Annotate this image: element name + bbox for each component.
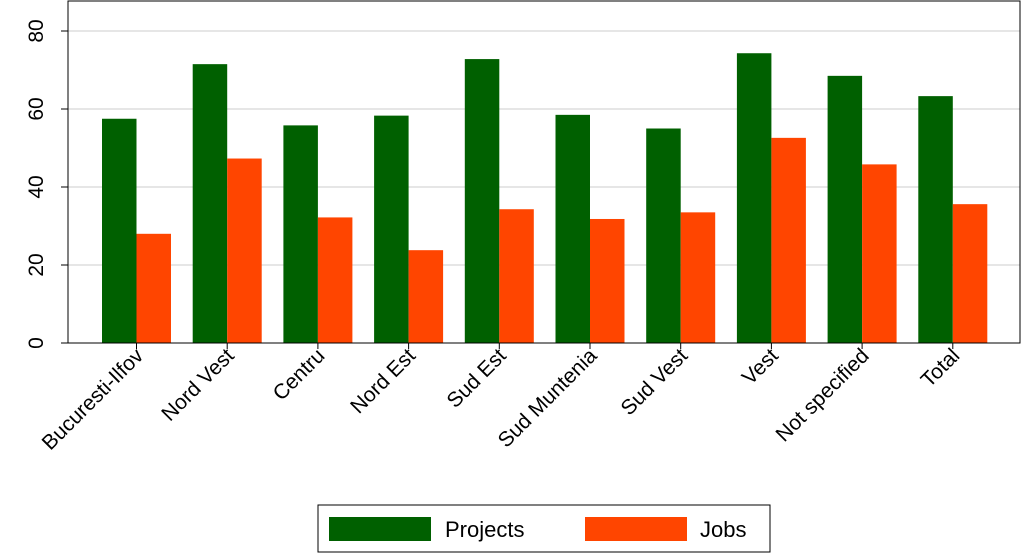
bars [102,53,988,344]
x-tick-label: Nord Est [346,344,420,418]
bar-projects [102,118,137,343]
plot-frame [67,0,1021,344]
bar-projects [192,64,228,344]
x-tick-label: Bucuresti-Ilfov [38,344,149,455]
bar-projects [918,96,953,343]
y-tick-label: 80 [25,19,48,42]
x-tick-label: Sud Est [443,344,511,412]
y-tick-label: 0 [25,337,48,349]
bar-jobs [408,250,444,343]
legend-swatch-projects [329,517,431,541]
legend: Projects Jobs [317,504,771,553]
y-tick-label: 60 [25,97,48,120]
bar-projects [827,75,863,343]
bar-jobs [952,204,988,343]
x-tick-label: Not specified [772,344,874,446]
x-axis: Bucuresti-Ilfov Nord Vest Centru Nord Est Su… [38,343,965,455]
bar-projects [555,114,590,343]
bar-jobs [227,158,262,343]
bar-jobs [136,233,171,343]
bar-projects [283,125,318,343]
bar-jobs [317,217,353,343]
x-tick-label: Nord Vest [157,344,239,426]
x-tick-label: Total [917,344,965,392]
x-tick-label: Centru [269,344,330,405]
y-axis: 0 20 40 60 80 [25,19,68,349]
bar-projects [374,115,409,343]
bar-jobs [680,212,716,343]
bar-jobs [499,209,534,343]
bar-jobs [590,218,625,343]
bar-projects [736,53,772,343]
legend-swatch-jobs [585,517,687,541]
legend-label-jobs: Jobs [700,517,746,542]
bar-projects [646,128,681,343]
y-tick-label: 20 [25,253,48,276]
bar-jobs [771,137,806,343]
legend-label-projects: Projects [445,517,524,542]
bar-projects [464,59,500,343]
x-tick-label: Vest [738,344,783,389]
bar-jobs [862,164,897,343]
x-tick-label: Sud Vest [617,344,693,420]
y-tick-label: 40 [25,175,48,198]
